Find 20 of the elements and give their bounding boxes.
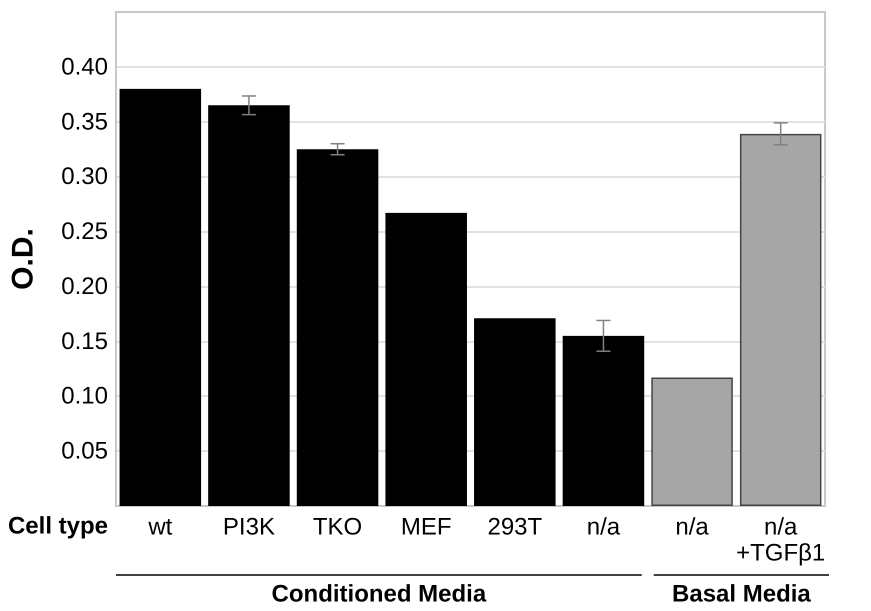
y-tick-label: 0.05: [61, 438, 108, 465]
x-tick-label: TKO: [312, 514, 362, 540]
y-tick-label: 0.15: [61, 328, 108, 355]
y-tick-label: 0.35: [61, 108, 108, 136]
x-tick-label: n/a: [586, 514, 621, 540]
y-tick-label: 0.30: [61, 163, 108, 190]
y-tick-label: 0.10: [61, 382, 108, 410]
y-tick-label: 0.20: [61, 272, 108, 300]
y-tick-label: 0.25: [61, 218, 108, 246]
y-axis-title: O.D.: [6, 228, 40, 290]
x-tick-label: n/a: [675, 514, 710, 540]
x-tick-label: 293T: [487, 514, 543, 540]
x-tick-label: PI3K: [222, 514, 275, 540]
text: Basal Media: [672, 580, 812, 608]
y-tick-label: 0.40: [61, 53, 108, 80]
text: Conditioned Media: [272, 580, 487, 608]
x-tick-label: MEF: [400, 514, 452, 540]
x-tick-label: wt: [147, 514, 173, 540]
x-axis-title: Cell type: [8, 512, 108, 540]
x-tick-label: n/a +TGFβ1: [736, 514, 826, 566]
